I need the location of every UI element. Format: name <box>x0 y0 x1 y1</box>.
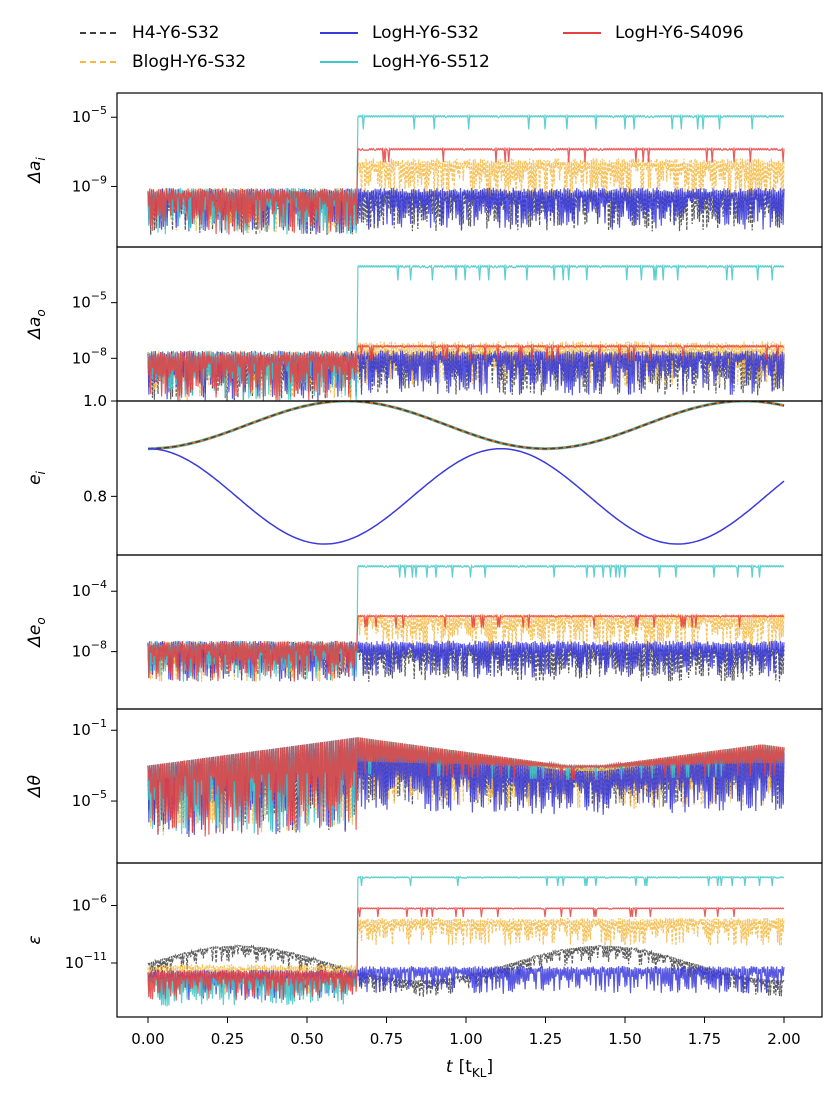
panel-4-series <box>147 564 785 682</box>
panel-1-ytick-label-1: 10−9 <box>72 173 107 195</box>
panel-2: 10−5 10−8 Δao <box>25 246 823 402</box>
panel-3: 1.0 0.8 ei <box>25 392 823 556</box>
xtick-label-6: 1.50 <box>608 1030 641 1048</box>
legend-label-logh-y6-s32: LogH-Y6-S32 <box>372 23 479 43</box>
panel-3-ytick-label-1: 0.8 <box>83 487 107 505</box>
series-logh-y6-s4096-panel-6 <box>147 906 785 1001</box>
xtick-label-5: 1.25 <box>529 1030 562 1048</box>
panel-3-series <box>148 401 785 545</box>
xtick-label-1: 0.25 <box>211 1030 244 1048</box>
panel-3-ytick-label-0: 1.0 <box>83 392 107 410</box>
x-axis-label: t [tKL] <box>446 1057 493 1080</box>
panel-2-ytick-label-0: 10−5 <box>72 290 107 312</box>
legend-label-logh-y6-s4096: LogH-Y6-S4096 <box>615 23 744 43</box>
panel-5-ytick-label-1: 10−5 <box>72 788 107 810</box>
x-axis: 0.00 0.25 0.50 0.75 1.00 1.25 1.50 1.75 2.00 t [tK… <box>131 1017 801 1080</box>
panel-5: 10−1 10−5 Δθ <box>25 708 823 864</box>
panel-6: 10−6 10−11 ε <box>25 862 823 1018</box>
series-logh-y6-s4096-panel-1 <box>147 146 785 235</box>
xtick-label-4: 1.00 <box>449 1030 482 1048</box>
panel-5-ylabel: Δθ <box>25 774 45 799</box>
panel-3-frame <box>116 400 823 556</box>
legend-label-logh-y6-s512: LogH-Y6-S512 <box>372 52 490 72</box>
panel-4: 10−4 10−8 Δeo <box>25 554 823 710</box>
xtick-label-7: 1.75 <box>688 1030 721 1048</box>
panel-4-ytick-label-0: 10−4 <box>72 578 107 600</box>
panel-6-ytick-label-0: 10−6 <box>72 893 107 915</box>
panel-2-series <box>147 264 785 401</box>
panel-4-ytick-label-1: 10−8 <box>72 639 107 661</box>
legend-label-h4-y6-s32: H4-Y6-S32 <box>132 23 219 43</box>
series-logh-y6-s4096-panel-4 <box>147 614 785 682</box>
xtick-label-0: 0.00 <box>131 1030 164 1048</box>
panel-4-ylabel: Δeo <box>25 617 48 648</box>
panel-1-series <box>147 114 785 235</box>
panel-6-series <box>147 875 785 1007</box>
xtick-label-3: 0.75 <box>370 1030 403 1048</box>
legend-label-blogh-y6-s32: BlogH-Y6-S32 <box>132 52 246 72</box>
series-h4-y6-s32-panel-6 <box>147 944 785 997</box>
xtick-label-8: 2.00 <box>767 1030 800 1048</box>
panel-6-ytick-label-1: 10−11 <box>65 950 107 972</box>
panel-5-series <box>147 737 785 838</box>
panel-6-ylabel: ε <box>25 935 45 944</box>
panel-1: 10−5 10−9 Δai <box>25 92 823 248</box>
panel-6-frame <box>116 862 823 1018</box>
panel-1-ylabel: Δai <box>25 157 48 185</box>
panel-2-ytick-label-1: 10−8 <box>72 345 107 367</box>
series-logh-y6-s4096-panel-5 <box>147 737 785 837</box>
series-h4-y6-s32-panel-3 <box>148 401 785 450</box>
panels: 10−5 10−9 Δai 10−5 10−8 Δao 1.0 0.8 ei 10−4 10−8 Δe… <box>25 92 823 1018</box>
series-logh-y6-s4096-panel-2 <box>147 343 785 401</box>
panel-5-ytick-label-0: 10−1 <box>72 717 107 739</box>
panel-3-ylabel: ei <box>25 470 48 484</box>
panel-1-ytick-label-0: 10−5 <box>72 104 107 126</box>
legend: H4-Y6-S32 BlogH-Y6-S32 LogH-Y6-S32 LogH-Y6-… <box>80 23 744 72</box>
xtick-label-2: 0.50 <box>290 1030 323 1048</box>
series-logh-y6-s512-panel-3 <box>148 401 785 451</box>
series-logh-y6-s32-panel-3 <box>148 447 785 545</box>
panel-2-ylabel: Δao <box>25 309 48 340</box>
series-logh-y6-s512-panel-2 <box>147 264 785 401</box>
